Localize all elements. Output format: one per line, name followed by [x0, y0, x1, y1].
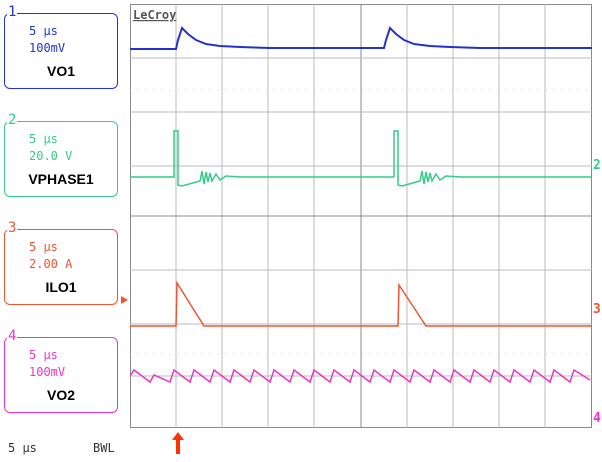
channel-2-name: VPHASE1 [28, 171, 94, 187]
channel-2-panel[interactable]: 2 5 µs 20.0 V VPHASE1 [4, 113, 118, 197]
channel-1-panel[interactable]: 1 5 µs 100mV VO1 [4, 5, 118, 89]
trace-ch1-vo1 [130, 26, 592, 50]
channel-4-timebase: 5 µs [29, 348, 58, 362]
channel-1-scale: 100mV [29, 41, 66, 55]
lecroy-logo: LeCroy [133, 8, 176, 22]
channel-2-right-marker: 2 [593, 158, 601, 173]
trigger-position-arrow-icon[interactable] [172, 432, 184, 456]
channel-2-number: 2 [7, 112, 18, 128]
channel-3-timebase: 5 µs [29, 240, 58, 254]
graticule-grid [130, 4, 592, 428]
channel-4-panel[interactable]: 4 5 µs 100mV VO2 [4, 329, 118, 413]
channel-4-name: VO2 [46, 387, 75, 403]
channel-1-number: 1 [7, 4, 18, 20]
channel-1-timebase: 5 µs [29, 24, 58, 38]
channel-3-scale: 2.00 A [29, 257, 73, 271]
channel-1-name: VO1 [46, 63, 75, 79]
footer-bwl-indicator: BWL [93, 441, 115, 455]
channel-4-right-marker: 4 [593, 411, 601, 426]
channel-3-name: ILO1 [45, 279, 77, 295]
channel-3-right-marker: 3 [593, 302, 601, 317]
channel-3-panel[interactable]: 3 5 µs 2.00 A ILO1 [4, 221, 118, 305]
oscilloscope-display[interactable]: LeCroy [130, 4, 592, 428]
channel-3-number: 3 [7, 220, 18, 236]
trace-ch2-vphase1 [130, 130, 592, 187]
trace-ch4-vo2 [130, 368, 591, 384]
channel-2-scale: 20.0 V [29, 149, 73, 163]
channel-3-offset-arrow-icon [121, 296, 128, 304]
channel-4-scale: 100mV [29, 365, 66, 379]
footer-timebase: 5 µs [8, 441, 37, 455]
channel-4-number: 4 [7, 328, 18, 344]
channel-2-timebase: 5 µs [29, 132, 58, 146]
trace-ch3-ilo1 [130, 280, 592, 327]
